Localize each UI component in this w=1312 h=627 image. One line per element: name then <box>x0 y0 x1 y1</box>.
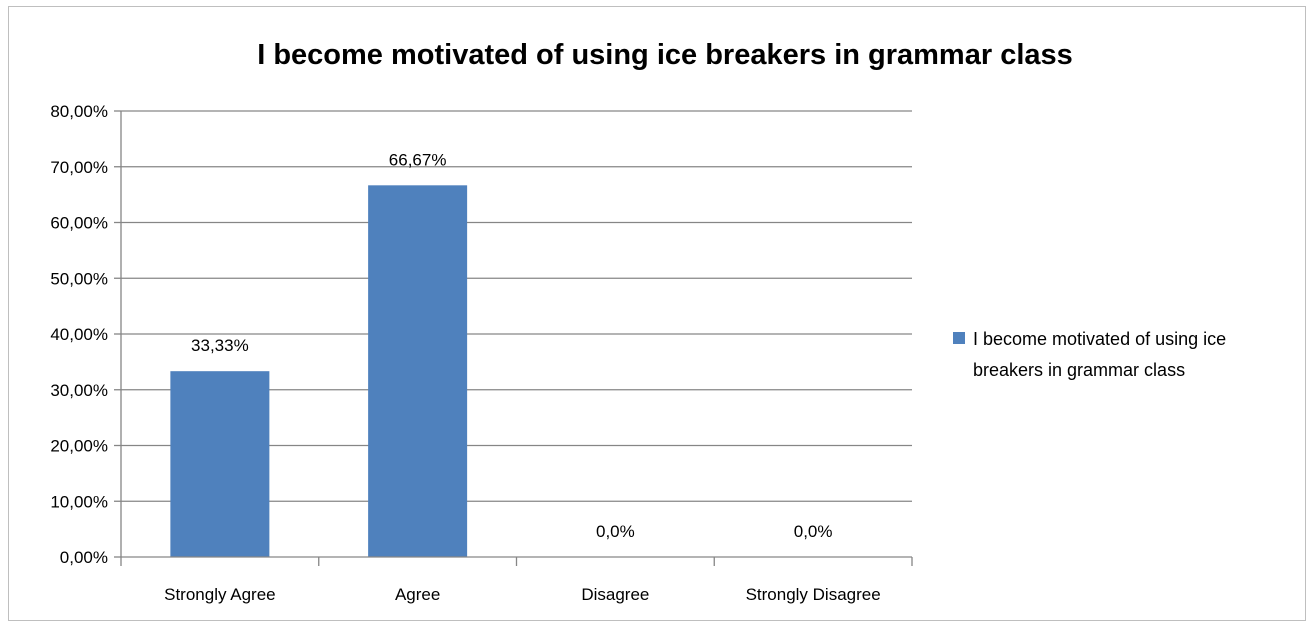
y-tick-label: 60,00% <box>50 214 108 233</box>
data-label: 0,0% <box>596 522 635 541</box>
data-label: 0,0% <box>794 522 833 541</box>
x-tick-label: Strongly Disagree <box>746 585 881 604</box>
y-tick-label: 40,00% <box>50 325 108 344</box>
y-tick-label: 70,00% <box>50 158 108 177</box>
data-label: 66,67% <box>389 150 447 169</box>
legend-label: I become motivated of using ice <box>973 329 1226 349</box>
y-tick-label: 20,00% <box>50 437 108 456</box>
data-labels: 33,33% 66,67% 0,0% 0,0% <box>191 150 832 541</box>
x-tick-label: Strongly Agree <box>164 585 276 604</box>
x-tick-label: Agree <box>395 585 440 604</box>
legend-label: breakers in grammar class <box>973 360 1185 380</box>
x-axis: Strongly Agree Agree Disagree Strongly Disa… <box>120 111 913 604</box>
legend-swatch <box>953 332 965 344</box>
x-tick-label: Disagree <box>581 585 649 604</box>
bars <box>170 185 468 557</box>
bar <box>170 371 270 557</box>
y-tick-label: 10,00% <box>50 492 108 511</box>
y-tick-label: 0,00% <box>60 548 108 567</box>
y-tick-label: 30,00% <box>50 381 108 400</box>
y-tick-label: 80,00% <box>50 102 108 121</box>
bar <box>368 185 468 557</box>
chart-title: I become motivated of using ice breakers… <box>257 39 1073 71</box>
data-label: 33,33% <box>191 336 249 355</box>
y-tick-label: 50,00% <box>50 269 108 288</box>
legend: I become motivated of using ice breakers … <box>953 329 1226 380</box>
y-axis-ticks: 0,00% 10,00% 20,00% 30,00% 40,00% 50,00% 60,00… <box>50 102 121 567</box>
